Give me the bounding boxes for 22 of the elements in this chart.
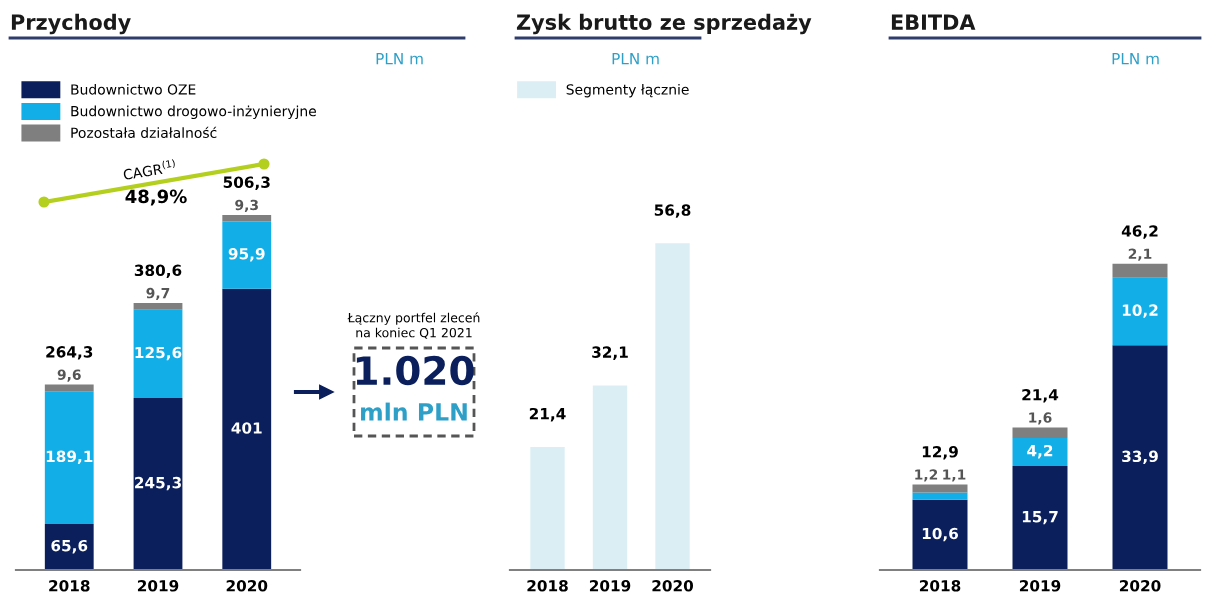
- bar: [222, 288, 272, 570]
- bar: [912, 499, 968, 570]
- bar: [1112, 345, 1168, 570]
- chart-title: EBITDA: [891, 14, 976, 30]
- bar: [1112, 263, 1168, 278]
- bar: [222, 214, 272, 222]
- text: mln PLN: [361, 402, 467, 421]
- bar: [1012, 465, 1068, 570]
- bar: [1112, 277, 1168, 346]
- bar: [1012, 438, 1068, 466]
- text: 1.020: [356, 355, 474, 386]
- bar: [222, 221, 272, 289]
- bar: [44, 391, 94, 524]
- chart-title: Zysk brutto ze sprzedaży: [516, 13, 812, 35]
- bar: [912, 492, 968, 500]
- chart-title: Przychody: [11, 13, 131, 35]
- bar: [133, 397, 183, 570]
- text: 48,9%: [125, 189, 187, 206]
- bar: [912, 484, 968, 493]
- bar: [133, 303, 183, 310]
- bar: [1012, 427, 1068, 439]
- bar: [133, 309, 183, 398]
